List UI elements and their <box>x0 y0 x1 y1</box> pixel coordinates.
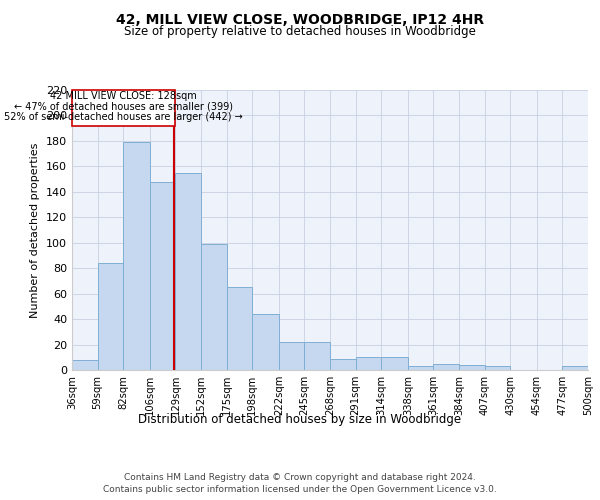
Text: Contains public sector information licensed under the Open Government Licence v3: Contains public sector information licen… <box>103 485 497 494</box>
Bar <box>562 366 588 370</box>
Text: 42, MILL VIEW CLOSE, WOODBRIDGE, IP12 4HR: 42, MILL VIEW CLOSE, WOODBRIDGE, IP12 4H… <box>116 12 484 26</box>
Bar <box>72 360 98 370</box>
Bar <box>227 288 252 370</box>
Bar <box>279 342 304 370</box>
Bar <box>485 366 510 370</box>
Bar <box>408 366 433 370</box>
Bar <box>252 314 279 370</box>
Bar <box>304 342 330 370</box>
Text: ← 47% of detached houses are smaller (399): ← 47% of detached houses are smaller (39… <box>14 102 233 112</box>
Bar <box>150 182 175 370</box>
Bar <box>459 365 485 370</box>
Text: 52% of semi-detached houses are larger (442) →: 52% of semi-detached houses are larger (… <box>4 112 243 122</box>
Bar <box>433 364 459 370</box>
Text: Contains HM Land Registry data © Crown copyright and database right 2024.: Contains HM Land Registry data © Crown c… <box>124 472 476 482</box>
Text: Size of property relative to detached houses in Woodbridge: Size of property relative to detached ho… <box>124 25 476 38</box>
Bar <box>381 358 408 370</box>
Text: 42 MILL VIEW CLOSE: 128sqm: 42 MILL VIEW CLOSE: 128sqm <box>50 92 197 102</box>
Bar <box>175 172 201 370</box>
Bar <box>201 244 227 370</box>
Y-axis label: Number of detached properties: Number of detached properties <box>31 142 40 318</box>
Bar <box>72 90 175 126</box>
Text: Distribution of detached houses by size in Woodbridge: Distribution of detached houses by size … <box>139 412 461 426</box>
Bar <box>123 142 150 370</box>
Bar <box>356 358 381 370</box>
Bar <box>330 358 356 370</box>
Bar <box>98 263 123 370</box>
